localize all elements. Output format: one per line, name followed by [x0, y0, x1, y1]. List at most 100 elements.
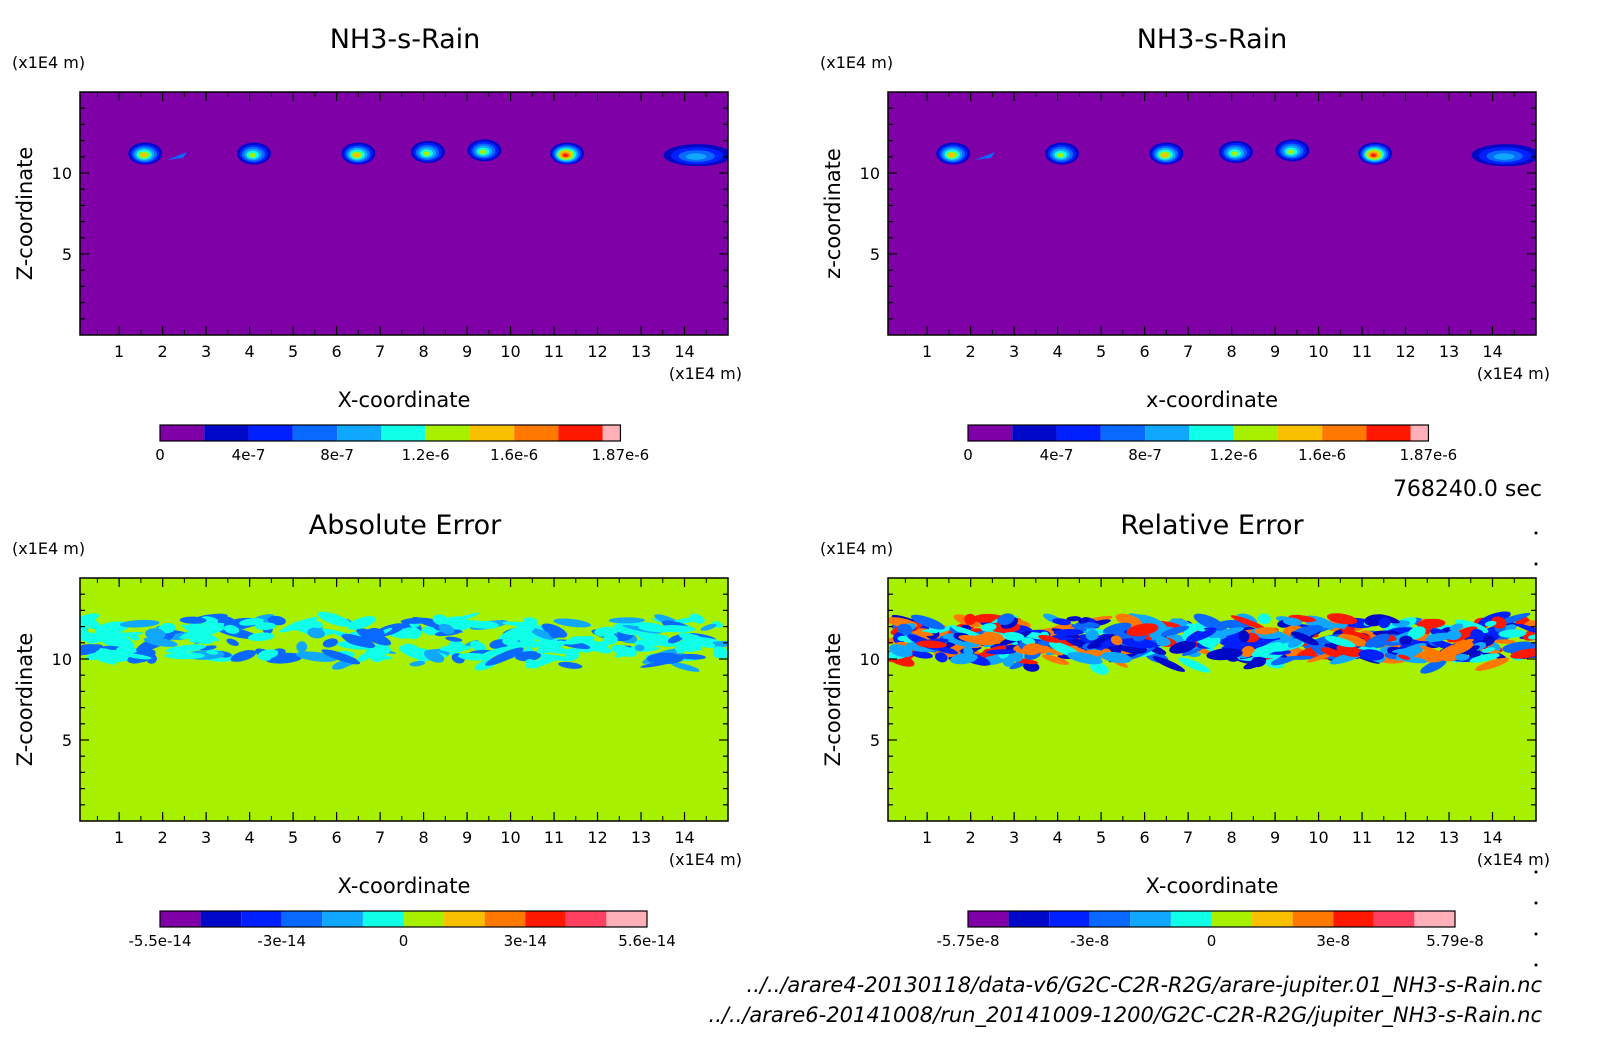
- x-tick-label: 2: [158, 828, 168, 847]
- error-patch: [1208, 627, 1245, 639]
- colorbar: 0 4e-7 8e-7 1.2e-6 1.6e-6 1.87e-6: [155, 424, 649, 464]
- error-patch: [1475, 657, 1510, 671]
- x-tick-label: 9: [1270, 342, 1280, 361]
- error-patch: [1516, 623, 1536, 635]
- x-tick-label: 2: [966, 828, 976, 847]
- error-patch: [1490, 616, 1507, 629]
- error-patch: [124, 653, 152, 660]
- error-patch: [670, 662, 700, 672]
- error-patch: [84, 649, 121, 661]
- x-tick-label: 6: [1139, 828, 1149, 847]
- error-patch: [1384, 653, 1397, 660]
- field-background: [80, 92, 728, 335]
- error-patch: [257, 653, 272, 661]
- colorbar-swatch: [1130, 911, 1171, 927]
- error-patch: [405, 627, 422, 640]
- x-tick-label: 10: [1308, 342, 1328, 361]
- error-patch: [1469, 653, 1500, 663]
- error-patch: [1021, 637, 1036, 645]
- x-tick-label: 8: [1226, 342, 1236, 361]
- error-patch: [525, 659, 540, 669]
- x-axis-label: X-coordinate: [338, 388, 471, 412]
- error-patch: [267, 615, 286, 626]
- colorbar-swatch: [1414, 911, 1455, 927]
- time-label: 768240.0 sec: [1393, 477, 1542, 502]
- rain-blob-level: [562, 153, 568, 157]
- rain-blob-level: [1056, 152, 1064, 158]
- colorbar-label: -5.75e-8: [937, 932, 1000, 950]
- y-axis-label: z-coordinate: [821, 148, 845, 279]
- error-patch: [678, 653, 706, 660]
- error-patch: [1470, 629, 1485, 641]
- colorbar-swatch: [204, 425, 249, 441]
- file-path-1: ../../arare4-20130118/data-v6/G2C-C2R-R2…: [747, 973, 1543, 998]
- x-tick-label: 6: [1139, 342, 1149, 361]
- error-patch: [897, 623, 913, 635]
- error-patch: [613, 622, 646, 636]
- colorbar-label: 3e-8: [1316, 932, 1350, 950]
- error-patch: [1449, 623, 1464, 632]
- colorbar-swatch: [1292, 911, 1334, 927]
- error-patch: [366, 627, 385, 637]
- error-patch: [1454, 619, 1489, 634]
- colorbar-swatch: [292, 425, 338, 441]
- x-tick-label: 11: [544, 828, 564, 847]
- error-patch: [1243, 660, 1264, 670]
- error-patch: [1053, 629, 1084, 636]
- error-patch: [1254, 627, 1278, 635]
- error-patch: [1066, 616, 1082, 622]
- colorbar: 0 4e-7 8e-7 1.2e-6 1.6e-6 1.87e-6: [963, 424, 1457, 464]
- rain-blob-level: [1161, 153, 1168, 158]
- x-axis-label: X-coordinate: [1146, 874, 1279, 898]
- x-tick-label: 8: [418, 828, 428, 847]
- panel-2: NH3-s-Rain(x1E4 m)1 2 3 4 5 6 7 8 9 10 11 12 13 14510…: [820, 24, 1550, 464]
- error-patch: [400, 617, 434, 624]
- error-patch: [347, 616, 376, 630]
- colorbar-swatch: [1012, 425, 1057, 441]
- error-patch: [1282, 617, 1302, 626]
- error-patch: [341, 633, 376, 649]
- x-tick-label: 3: [201, 342, 211, 361]
- error-patch: [678, 632, 716, 649]
- error-patch: [897, 635, 909, 642]
- colorbar-swatch: [1233, 425, 1278, 441]
- x-tick-label: 6: [331, 342, 341, 361]
- error-patch: [1046, 623, 1073, 634]
- error-patch: [477, 646, 511, 660]
- error-patch: [1326, 613, 1358, 625]
- error-patch: [1002, 656, 1015, 667]
- x-tick-label: 13: [631, 828, 651, 847]
- y-tick-label: 10: [860, 650, 880, 669]
- error-patch: [1238, 630, 1250, 643]
- error-patch: [206, 650, 219, 655]
- x-tick-label: 2: [158, 342, 168, 361]
- error-patch: [322, 638, 338, 648]
- error-patch: [254, 622, 277, 631]
- x-axis-label: X-coordinate: [338, 874, 471, 898]
- y-tick-label: 10: [52, 164, 72, 183]
- x-tick-label: 1: [922, 828, 932, 847]
- error-patch: [1251, 642, 1283, 658]
- colorbar-swatch: [1056, 425, 1101, 441]
- error-patch: [317, 611, 351, 627]
- colorbar-swatch: [241, 911, 282, 927]
- x-tick-label: 4: [245, 828, 255, 847]
- error-patch: [1067, 652, 1103, 665]
- error-patch: [1378, 617, 1391, 629]
- error-patch: [370, 653, 385, 662]
- x-tick-label: 5: [288, 828, 298, 847]
- error-patch: [1023, 661, 1040, 672]
- colorbar-swatch: [514, 425, 559, 441]
- plot-frame: [887, 577, 1537, 822]
- error-patch: [997, 613, 1015, 626]
- error-patch: [1364, 633, 1390, 648]
- error-patch: [1181, 645, 1204, 656]
- error-patch: [296, 641, 308, 653]
- x-tick-label: 10: [500, 342, 520, 361]
- error-patch: [502, 632, 520, 646]
- error-patch: [239, 618, 264, 626]
- error-patch: [1284, 655, 1316, 660]
- y-tick-label: 5: [62, 731, 72, 750]
- error-patch: [445, 636, 463, 642]
- colorbar-label: 1.2e-6: [402, 446, 450, 464]
